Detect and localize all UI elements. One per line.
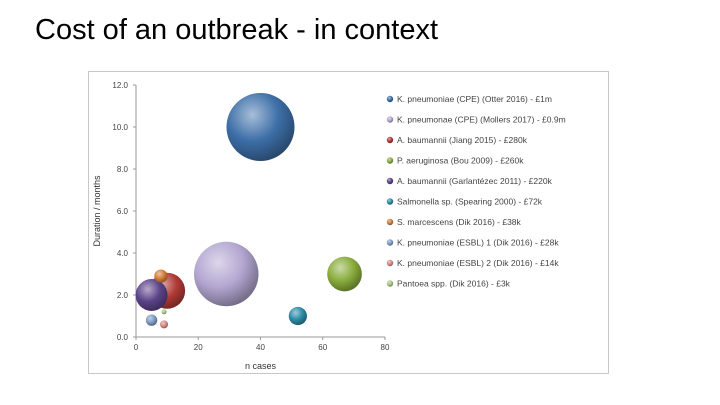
y-tick-label: 0.0 [117,333,129,342]
legend-marker [386,280,394,287]
bubble-point [135,279,168,311]
chart-bubbles [135,93,362,329]
x-tick-label: 80 [381,343,390,352]
legend-label: P. aeruginosa (Bou 2009) - £260k [397,156,524,166]
legend-marker [386,198,394,205]
y-tick-label: 6.0 [117,207,129,216]
legend-marker [386,136,394,144]
legend-label: Pantoea spp. (Dik 2016) - £3k [397,279,511,289]
bubble-point [161,309,167,315]
legend-marker [386,239,394,246]
y-tick-label: 4.0 [117,249,129,258]
legend-label: Salmonella sp. (Spearing 2000) - £72k [397,197,543,207]
legend-marker [386,116,394,123]
bubble-point [145,314,158,326]
y-tick-label: 2.0 [117,291,129,300]
y-tick-label: 12.0 [112,81,128,90]
x-tick-label: 60 [318,343,327,352]
bubble-point [159,320,169,329]
legend-label: A. baumannii (Jiang 2015) - £280k [397,135,528,145]
legend-label: K. pneumoniae (CPE) (Otter 2016) - £1m [397,94,552,104]
bubble-chart: 0.0 2.0 4.0 6.0 8.0 10.0 12.0 0 20 40 60 80 n cases D… [92,81,566,371]
legend-label: A. baumannii (Garlantézec 2011) - £220k [397,176,553,186]
x-tick-label: 0 [134,343,139,352]
y-tick-label: 8.0 [117,165,129,174]
bubble-point [327,256,362,292]
legend-marker [386,259,394,267]
y-tick-label: 10.0 [112,123,128,132]
x-axis-title: n cases [245,361,277,371]
legend-marker [386,177,394,185]
bubble-point [226,93,295,161]
legend-marker [386,157,394,164]
bubble-point [288,306,307,326]
y-axis-title: Duration / months [92,175,102,247]
chart-axes: 0.0 2.0 4.0 6.0 8.0 10.0 12.0 0 20 40 60 80 n cases D… [92,81,390,371]
legend-marker [386,218,394,226]
legend-label: K. pneumonae (CPE) (Mollers 2017) - £0.9… [397,115,566,125]
legend-label: S. marcescens (Dik 2016) - £38k [397,217,522,227]
legend-marker [386,95,394,103]
legend-label: K. pneumoniae (ESBL) 1 (Dik 2016) - £28k [397,238,559,248]
chart-legend: K. pneumoniae (CPE) (Otter 2016) - £1m K.… [386,94,566,289]
x-tick-label: 40 [256,343,265,352]
legend-label: K. pneumoniae (ESBL) 2 (Dik 2016) - £14k [397,258,559,268]
chart-frame: 0.0 2.0 4.0 6.0 8.0 10.0 12.0 0 20 40 60 80 n cases D… [88,71,609,374]
bubble-point [154,269,168,283]
bubble-point [194,241,259,307]
slide-title: Cost of an outbreak - in context [35,14,438,46]
x-tick-label: 20 [194,343,203,352]
